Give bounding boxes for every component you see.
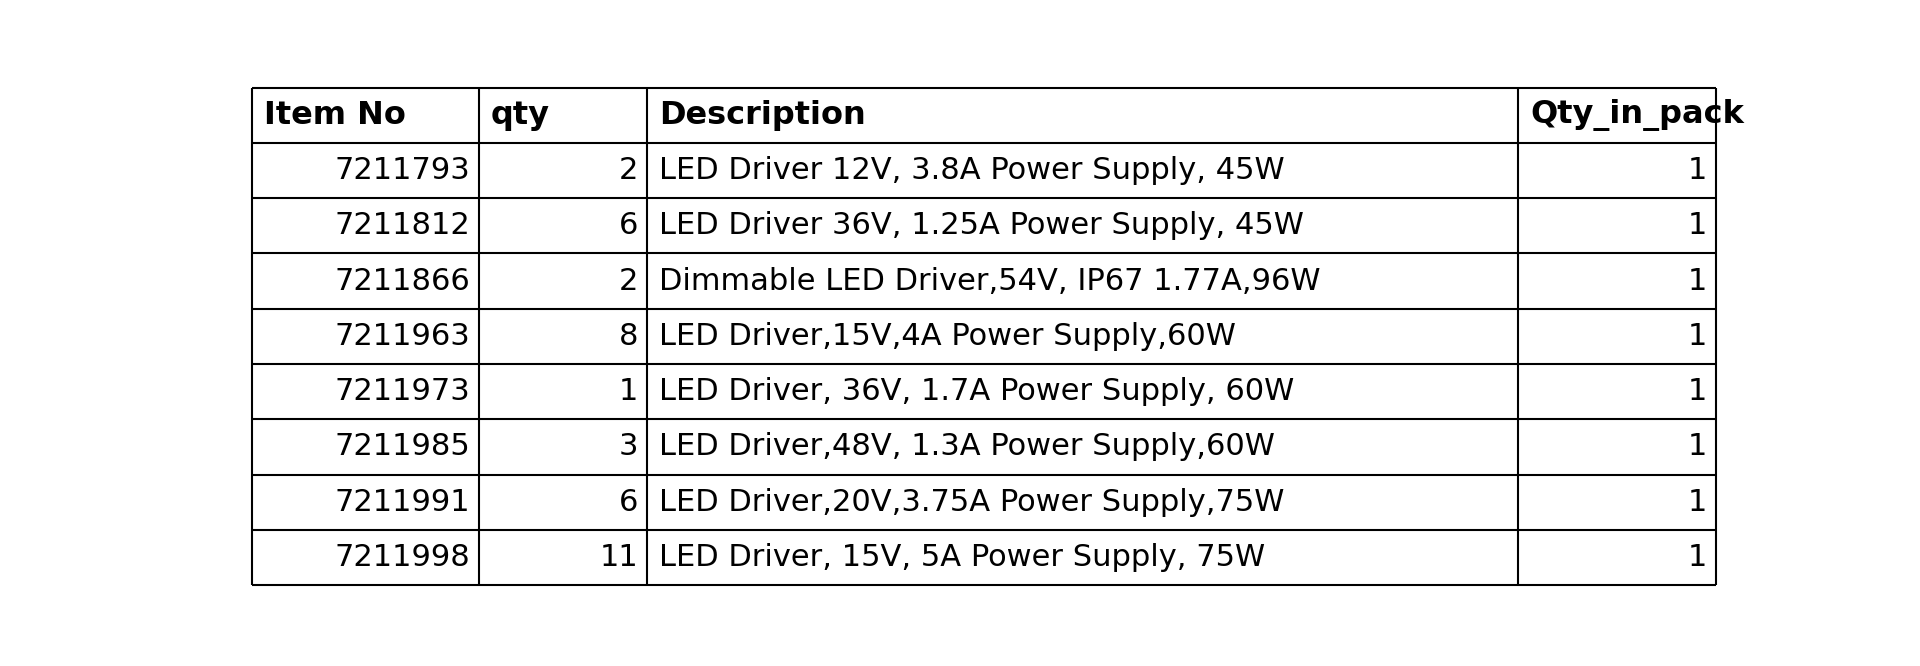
Text: Description: Description (659, 100, 866, 131)
Text: 1: 1 (1688, 488, 1707, 517)
Text: 1: 1 (1688, 377, 1707, 406)
Text: LED Driver, 15V, 5A Power Supply, 75W: LED Driver, 15V, 5A Power Supply, 75W (659, 543, 1265, 572)
Text: 6: 6 (618, 488, 637, 517)
Text: LED Driver,48V, 1.3A Power Supply,60W: LED Driver,48V, 1.3A Power Supply,60W (659, 432, 1275, 462)
Text: 1: 1 (1688, 432, 1707, 462)
Text: 6: 6 (618, 211, 637, 240)
Text: 7211793: 7211793 (334, 156, 470, 185)
Text: Dimmable LED Driver,54V, IP67 1.77A,96W: Dimmable LED Driver,54V, IP67 1.77A,96W (659, 266, 1321, 296)
Text: 3: 3 (618, 432, 637, 462)
Text: 7211991: 7211991 (334, 488, 470, 517)
Text: 1: 1 (1688, 156, 1707, 185)
Text: 1: 1 (1688, 543, 1707, 572)
Text: Item No: Item No (263, 100, 405, 131)
Text: 2: 2 (618, 266, 637, 296)
Text: Qty_in_pack: Qty_in_pack (1530, 99, 1743, 131)
Text: 1: 1 (618, 377, 637, 406)
Text: 7211985: 7211985 (334, 432, 470, 462)
Text: LED Driver 12V, 3.8A Power Supply, 45W: LED Driver 12V, 3.8A Power Supply, 45W (659, 156, 1284, 185)
Text: LED Driver, 36V, 1.7A Power Supply, 60W: LED Driver, 36V, 1.7A Power Supply, 60W (659, 377, 1294, 406)
Text: 1: 1 (1688, 266, 1707, 296)
Text: LED Driver,15V,4A Power Supply,60W: LED Driver,15V,4A Power Supply,60W (659, 322, 1236, 351)
Text: 7211998: 7211998 (334, 543, 470, 572)
Text: 2: 2 (618, 156, 637, 185)
Text: LED Driver 36V, 1.25A Power Supply, 45W: LED Driver 36V, 1.25A Power Supply, 45W (659, 211, 1304, 240)
Text: 8: 8 (618, 322, 637, 351)
Text: LED Driver,20V,3.75A Power Supply,75W: LED Driver,20V,3.75A Power Supply,75W (659, 488, 1284, 517)
Text: 7211973: 7211973 (334, 377, 470, 406)
Text: 7211866: 7211866 (334, 266, 470, 296)
Text: 7211812: 7211812 (334, 211, 470, 240)
Text: 1: 1 (1688, 322, 1707, 351)
Text: 1: 1 (1688, 211, 1707, 240)
Text: 7211963: 7211963 (334, 322, 470, 351)
Text: qty: qty (492, 100, 549, 131)
Text: 11: 11 (599, 543, 637, 572)
